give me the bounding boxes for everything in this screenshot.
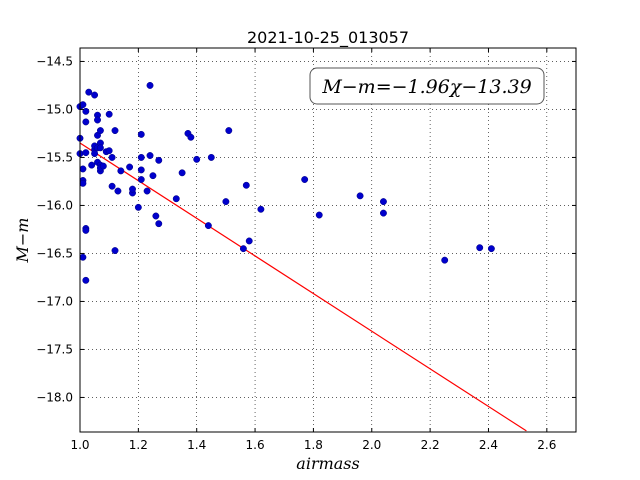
data-point bbox=[172, 195, 180, 203]
data-point bbox=[152, 212, 160, 220]
y-tick-labels: −14.5 −15.0 −15.5 −16.0 −16.5 −17.0 −17.5 −18.0 bbox=[36, 54, 73, 404]
data-point bbox=[114, 187, 122, 195]
x-tick-label: 2.0 bbox=[362, 438, 381, 452]
data-point bbox=[85, 88, 93, 96]
data-point bbox=[129, 185, 136, 193]
y-axis-label: M−m bbox=[13, 218, 32, 264]
data-point bbox=[79, 101, 87, 109]
x-tick-label: 2.2 bbox=[421, 438, 440, 452]
y-tick-label: −16.0 bbox=[36, 198, 73, 212]
y-tick-label: −16.5 bbox=[36, 246, 73, 260]
data-point bbox=[146, 81, 154, 89]
data-point bbox=[94, 116, 101, 124]
x-tick-label: 1.4 bbox=[187, 438, 206, 452]
data-point bbox=[315, 211, 323, 219]
data-point bbox=[207, 153, 215, 161]
x-tick-label: 1.2 bbox=[129, 438, 148, 452]
data-point bbox=[82, 226, 90, 234]
data-point bbox=[146, 152, 154, 159]
data-point bbox=[79, 253, 87, 261]
data-point bbox=[193, 155, 201, 163]
fit-annotation-box: M−m=−1.96χ−13.39 bbox=[309, 67, 545, 105]
ticks-layer bbox=[79, 48, 576, 432]
fit-line-layer bbox=[79, 142, 527, 432]
data-point bbox=[149, 172, 157, 180]
data-point bbox=[379, 209, 387, 217]
data-point bbox=[108, 153, 116, 161]
fit-equation-label: M−m=−1.96χ−13.39 bbox=[321, 76, 531, 98]
data-point bbox=[441, 256, 449, 264]
annotation-frame bbox=[309, 67, 545, 105]
data-point bbox=[105, 147, 113, 155]
data-point bbox=[117, 167, 125, 175]
data-point bbox=[137, 166, 145, 174]
x-tick-label: 2.4 bbox=[479, 438, 498, 452]
data-point bbox=[222, 198, 230, 206]
data-point bbox=[242, 181, 250, 189]
data-point bbox=[91, 91, 99, 99]
data-point bbox=[126, 163, 134, 171]
data-point bbox=[111, 247, 119, 255]
data-point bbox=[111, 127, 119, 135]
data-point bbox=[155, 220, 163, 228]
data-point bbox=[82, 149, 90, 157]
x-tick-label: 1.8 bbox=[304, 438, 323, 452]
data-point bbox=[79, 165, 87, 173]
data-point bbox=[88, 161, 96, 169]
data-point bbox=[257, 205, 265, 213]
y-tick-label: −15.0 bbox=[36, 102, 73, 116]
x-tick-labels: 1.0 1.2 1.4 1.6 1.8 2.0 2.2 2.4 2.6 bbox=[70, 438, 556, 452]
data-point bbox=[105, 110, 113, 118]
data-point bbox=[239, 245, 247, 253]
data-point bbox=[204, 222, 212, 230]
plot-frame bbox=[79, 47, 577, 433]
data-point bbox=[487, 245, 495, 253]
data-point bbox=[143, 187, 151, 195]
data-point bbox=[82, 276, 90, 284]
y-tick-label: −17.0 bbox=[36, 294, 73, 308]
data-point bbox=[137, 176, 145, 183]
data-point bbox=[356, 192, 364, 200]
grid-layer bbox=[79, 48, 576, 432]
data-point bbox=[96, 127, 104, 135]
x-tick-label: 1.0 bbox=[70, 438, 89, 452]
y-tick-label: −14.5 bbox=[36, 54, 73, 68]
data-points-layer bbox=[76, 81, 495, 284]
data-point bbox=[178, 169, 186, 177]
data-point bbox=[91, 150, 99, 158]
data-point bbox=[99, 162, 107, 170]
data-point bbox=[96, 144, 104, 152]
data-point bbox=[79, 179, 87, 187]
y-tick-label: −17.5 bbox=[36, 342, 73, 356]
fit-line bbox=[79, 142, 527, 432]
data-point bbox=[82, 118, 90, 126]
data-point bbox=[155, 156, 163, 164]
data-point bbox=[134, 203, 142, 211]
y-tick-label: −18.0 bbox=[36, 390, 73, 404]
data-point bbox=[245, 237, 253, 245]
data-point bbox=[476, 244, 484, 252]
data-point bbox=[137, 153, 145, 161]
x-axis-label: airmass bbox=[296, 454, 359, 473]
x-tick-label: 2.6 bbox=[537, 438, 556, 452]
x-tick-label: 1.6 bbox=[246, 438, 265, 452]
data-point bbox=[137, 130, 145, 138]
chart-title: 2021-10-25_013057 bbox=[247, 28, 409, 48]
y-tick-label: −15.5 bbox=[36, 150, 73, 164]
data-point bbox=[379, 198, 387, 206]
data-point bbox=[225, 127, 233, 135]
data-point bbox=[301, 176, 309, 183]
data-point bbox=[82, 107, 90, 115]
data-point bbox=[108, 182, 116, 190]
data-point bbox=[187, 133, 195, 141]
